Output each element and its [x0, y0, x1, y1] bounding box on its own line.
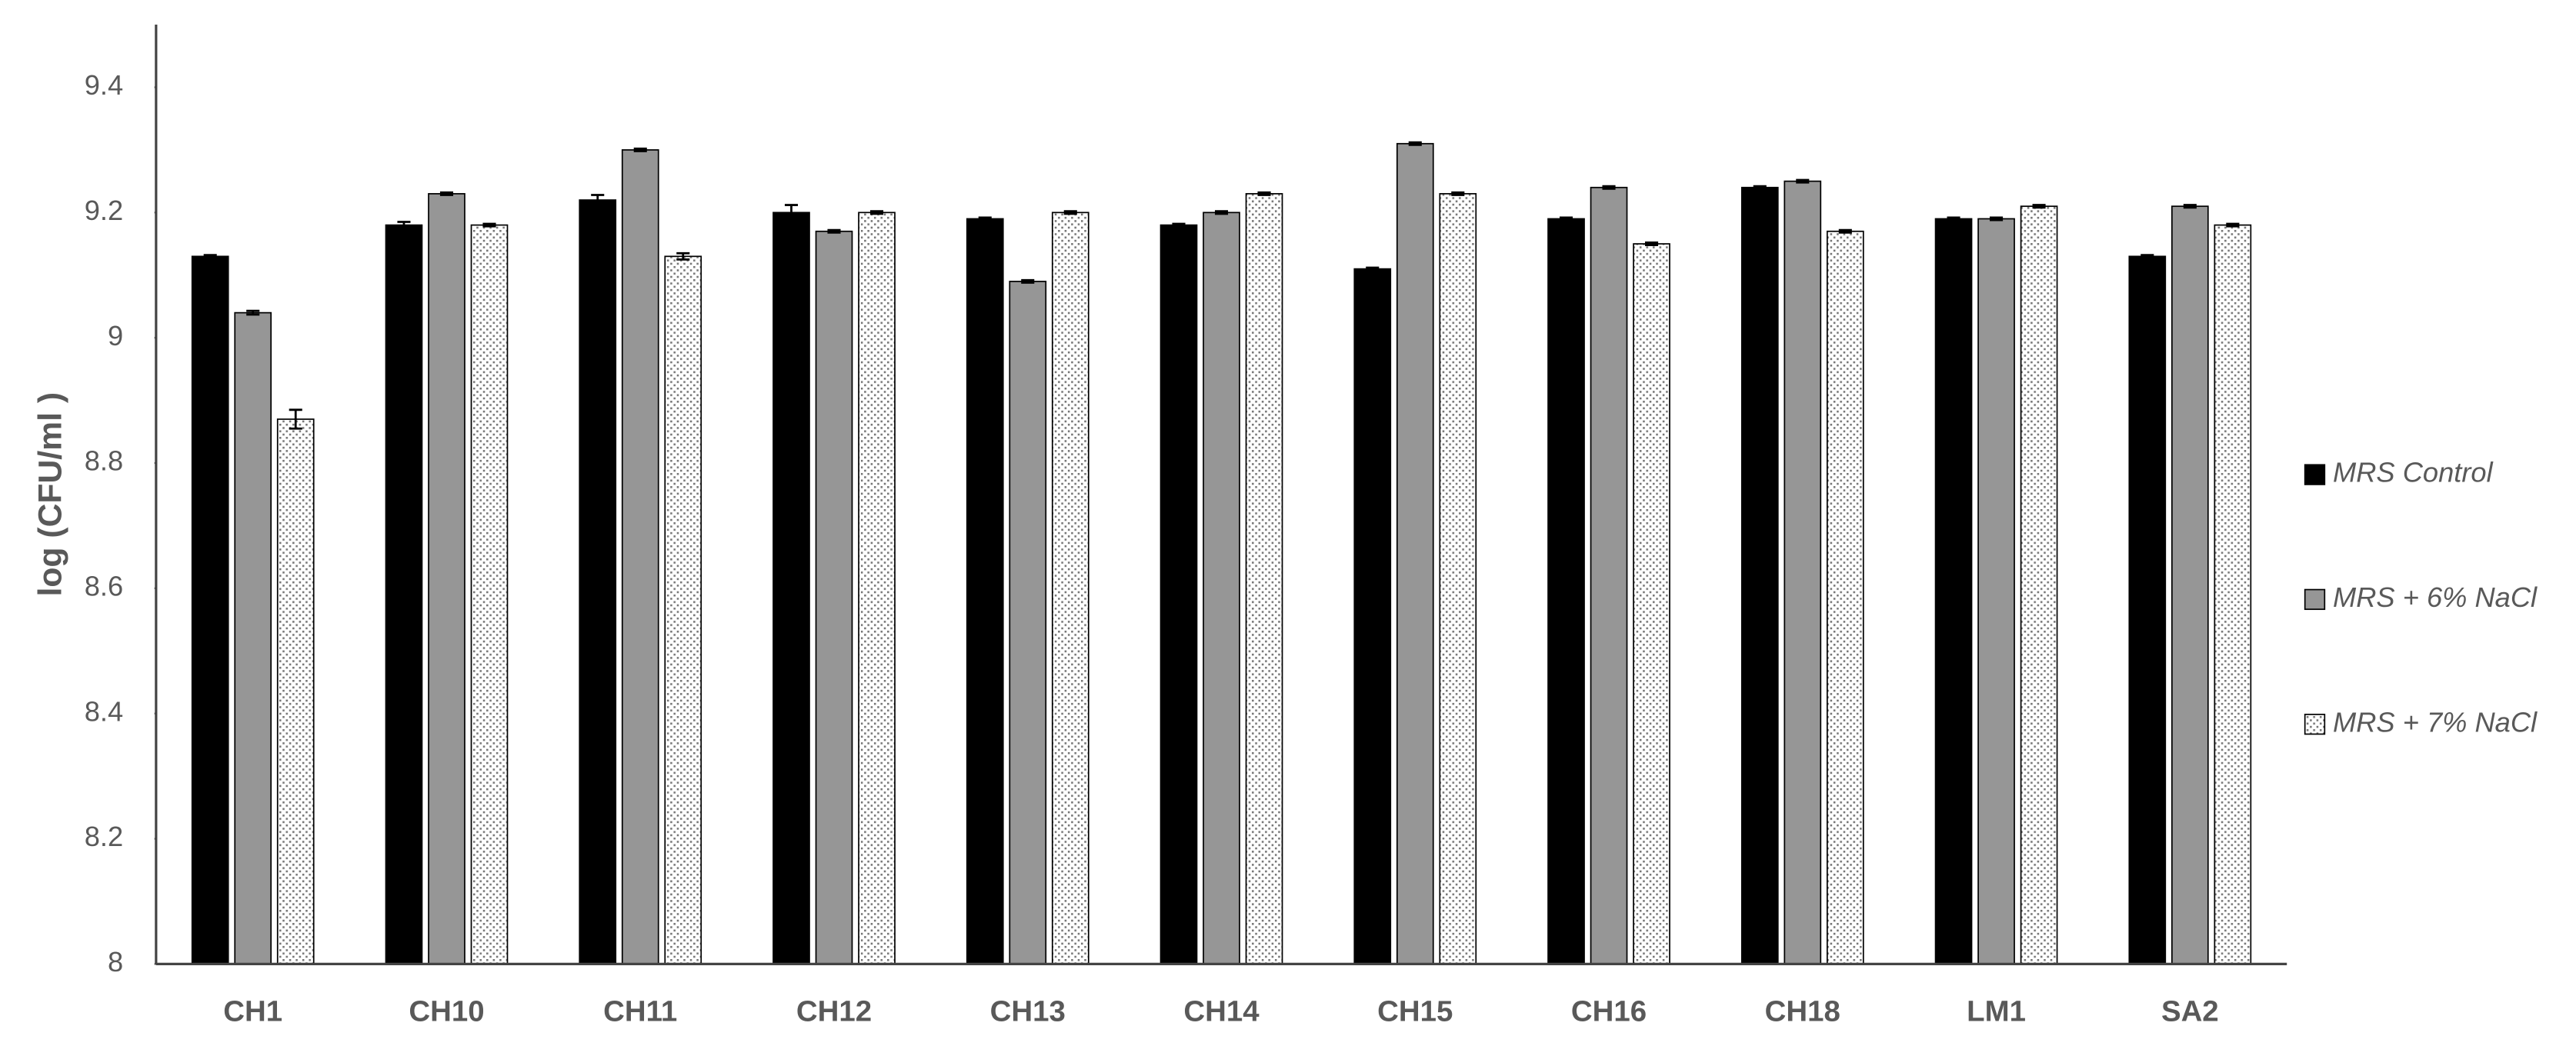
bar — [1977, 218, 2015, 965]
x-tick-label: CH12 — [796, 995, 872, 1028]
bar — [1633, 243, 1670, 965]
error-bar — [1947, 216, 1960, 222]
legend-label: MRS + 6% NaCl — [2333, 581, 2538, 613]
bar — [1784, 180, 1822, 965]
legend-swatch — [2304, 464, 2326, 485]
x-tick-label: CH10 — [409, 995, 484, 1028]
y-tick-label: 8.8 — [85, 445, 123, 477]
bar — [2214, 224, 2252, 965]
bar — [428, 193, 465, 965]
x-tick-label: CH14 — [1183, 995, 1260, 1028]
error-bar — [1063, 210, 1077, 215]
y-tick-label: 8.6 — [85, 570, 123, 601]
bar — [772, 212, 810, 965]
error-bar — [1408, 141, 1422, 146]
bar — [2020, 205, 2058, 965]
bar — [579, 199, 617, 965]
bar — [1547, 218, 1585, 965]
y-tick-label: 9.4 — [85, 69, 123, 101]
y-tick-label: 8 — [108, 946, 123, 978]
bar — [815, 230, 853, 965]
bar — [234, 311, 272, 965]
x-tick-label: CH1 — [223, 995, 282, 1028]
error-bar — [2183, 204, 2197, 209]
error-bar — [1645, 242, 1659, 247]
bar — [191, 255, 229, 965]
x-tick-label: CH11 — [603, 995, 677, 1028]
bar — [1203, 212, 1240, 965]
bar — [1934, 218, 1973, 965]
bar — [1826, 230, 1864, 965]
y-tick-label: 8.2 — [85, 821, 123, 852]
error-bar — [676, 252, 690, 261]
error-bar — [397, 221, 411, 230]
bar — [276, 418, 315, 965]
bar — [1590, 186, 1628, 965]
legend-label: MRS + 7% NaCl — [2333, 706, 2538, 738]
error-bar — [1753, 185, 1767, 190]
legend-swatch — [2304, 588, 2326, 611]
legend-swatch — [2304, 713, 2326, 735]
bar — [1740, 186, 1779, 965]
error-bar — [289, 408, 302, 430]
error-bar — [246, 309, 260, 316]
error-bar — [1838, 228, 1852, 234]
legend-label: MRS Control — [2333, 457, 2494, 488]
bar — [1439, 193, 1477, 965]
bar — [1353, 268, 1392, 965]
error-bar — [1257, 191, 1271, 196]
bar — [1245, 193, 1283, 965]
error-bar — [2032, 204, 2046, 209]
x-tick-label: CH16 — [1571, 995, 1647, 1028]
error-bar — [1451, 191, 1465, 196]
x-tick-label: CH18 — [1765, 995, 1840, 1028]
bar — [621, 149, 659, 965]
bar — [966, 218, 1004, 965]
error-bar — [439, 191, 454, 196]
error-bar — [1021, 278, 1035, 284]
x-tick-label: CH15 — [1377, 995, 1453, 1028]
error-bar — [1990, 216, 2004, 222]
x-tick-label: CH13 — [990, 995, 1066, 1028]
error-bar — [1366, 266, 1380, 271]
bar — [2128, 255, 2167, 965]
error-bar — [2226, 222, 2240, 228]
y-tick-label: 9.2 — [85, 195, 123, 226]
error-bar — [827, 228, 841, 234]
y-tick-label: 9 — [108, 320, 123, 351]
error-bar — [1172, 222, 1186, 228]
error-bar — [633, 147, 647, 152]
bar — [1009, 281, 1047, 965]
y-axis-label: log (CFU/ml ) — [32, 392, 69, 597]
error-bar — [1214, 210, 1229, 215]
x-tick-label: LM1 — [1967, 995, 2026, 1028]
error-bar — [869, 210, 884, 215]
bar — [664, 255, 702, 965]
error-bar — [203, 254, 217, 259]
error-bar — [2141, 254, 2154, 259]
bar — [1160, 224, 1198, 965]
error-bar — [1796, 178, 1810, 184]
x-tick-label: SA2 — [2161, 995, 2219, 1028]
bar — [858, 212, 896, 965]
bar — [2171, 205, 2209, 965]
error-bar — [1602, 185, 1616, 190]
error-bar — [784, 204, 799, 222]
bar — [1051, 212, 1089, 965]
y-tick-label: 8.4 — [85, 695, 123, 727]
bar — [1396, 142, 1434, 965]
bar — [470, 224, 509, 965]
error-bar — [1559, 216, 1573, 222]
error-bar — [482, 222, 496, 228]
bar — [385, 224, 423, 965]
error-bar — [591, 194, 605, 206]
error-bar — [978, 216, 992, 222]
